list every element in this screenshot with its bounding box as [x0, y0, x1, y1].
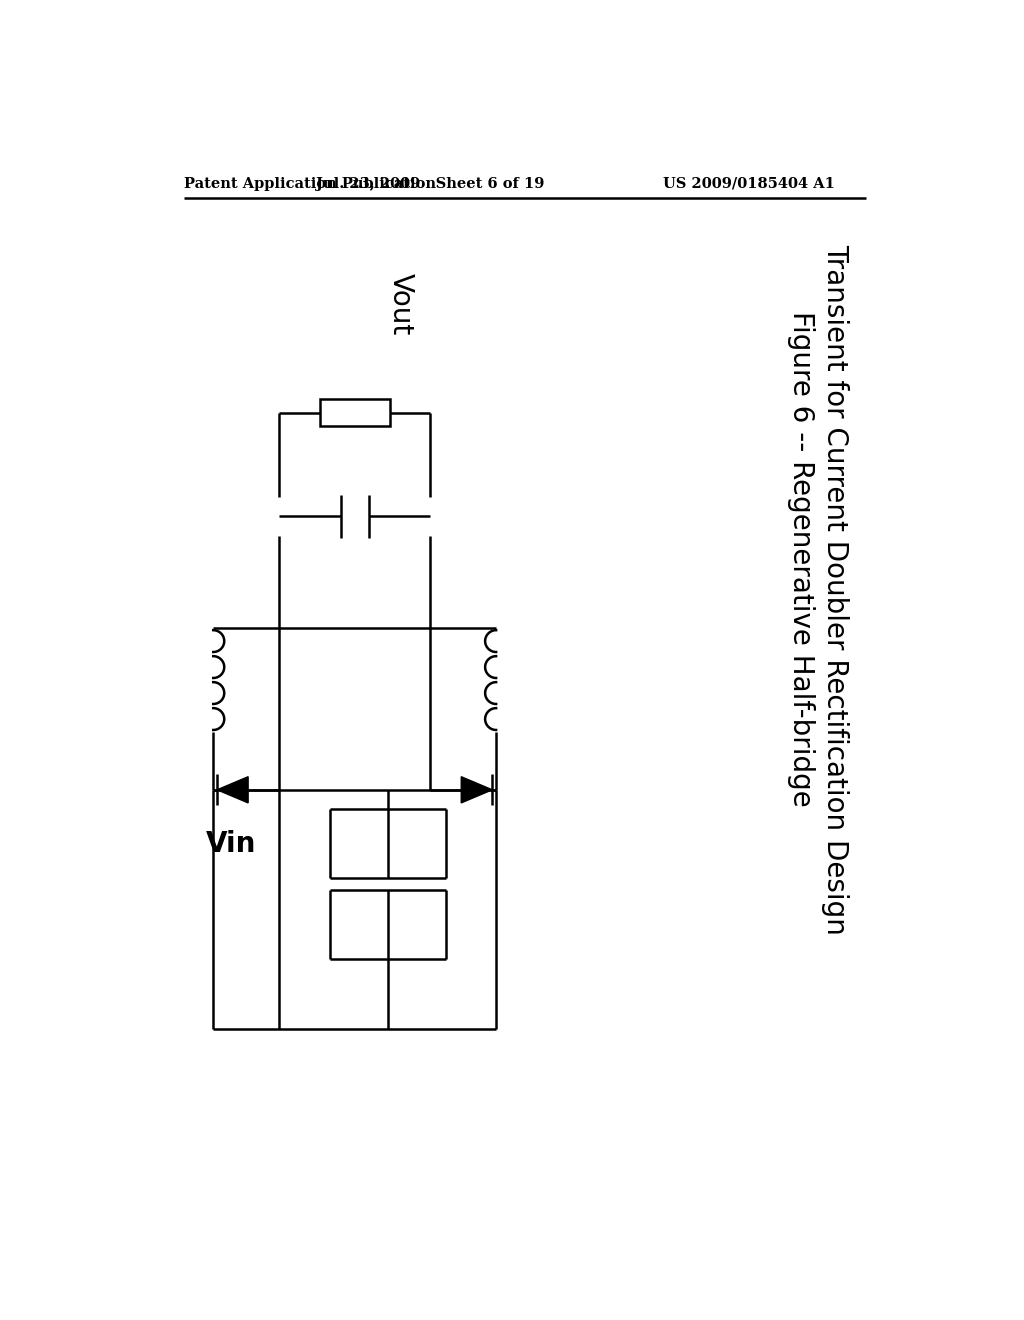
Polygon shape — [461, 776, 493, 803]
Text: Vout: Vout — [387, 273, 415, 335]
Text: US 2009/0185404 A1: US 2009/0185404 A1 — [663, 177, 835, 191]
Text: Vin: Vin — [206, 830, 256, 858]
Polygon shape — [217, 776, 248, 803]
Text: Patent Application Publication: Patent Application Publication — [183, 177, 436, 191]
Bar — [319, 399, 389, 426]
Text: Transient for Current Doubler Rectification Design: Transient for Current Doubler Rectificat… — [821, 244, 849, 935]
Text: Jul. 23, 2009   Sheet 6 of 19: Jul. 23, 2009 Sheet 6 of 19 — [316, 177, 545, 191]
Text: Figure 6 -- Regenerative Half-bridge: Figure 6 -- Regenerative Half-bridge — [786, 312, 815, 807]
